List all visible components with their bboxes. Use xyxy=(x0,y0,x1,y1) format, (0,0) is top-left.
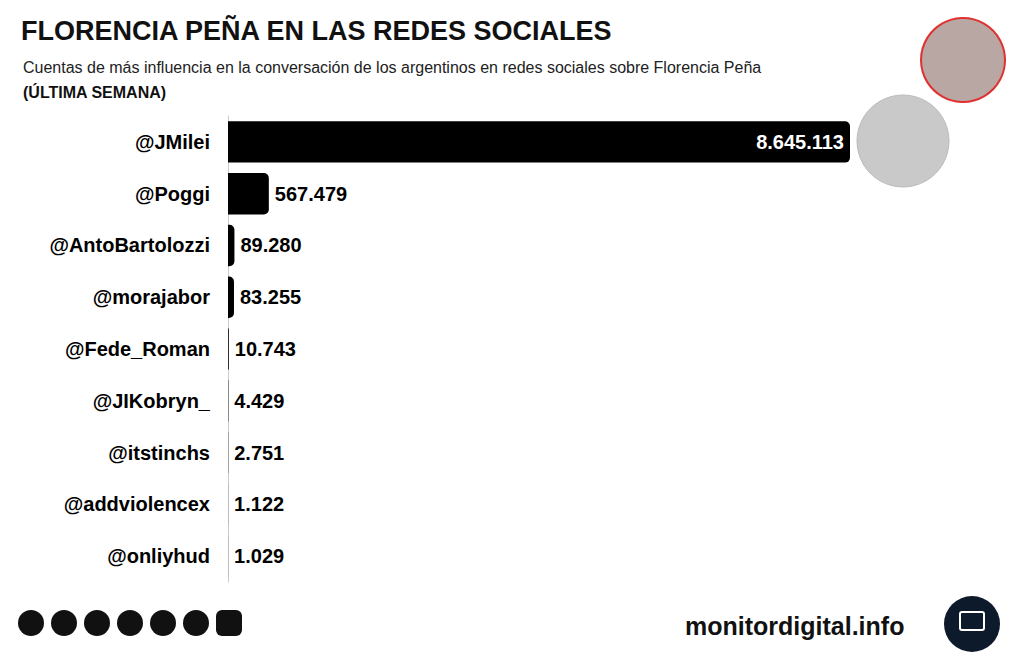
svg-text:@AntoBartolozzi: @AntoBartolozzi xyxy=(49,234,210,256)
svg-text:83.255: 83.255 xyxy=(240,286,301,308)
svg-text:@JIKobryn_: @JIKobryn_ xyxy=(93,390,211,412)
svg-text:@addviolencex: @addviolencex xyxy=(64,493,210,515)
svg-text:@Poggi: @Poggi xyxy=(135,183,210,205)
svg-text:1.029: 1.029 xyxy=(234,545,284,567)
svg-text:567.479: 567.479 xyxy=(275,183,347,205)
svg-text:@morajabor: @morajabor xyxy=(93,286,211,308)
svg-text:@onliyhud: @onliyhud xyxy=(107,545,210,567)
svg-text:@JMilei: @JMilei xyxy=(135,131,210,153)
svg-text:1.122: 1.122 xyxy=(234,493,284,515)
svg-text:2.751: 2.751 xyxy=(234,442,284,464)
svg-text:monitordigital.info: monitordigital.info xyxy=(685,612,904,640)
svg-text:89.280: 89.280 xyxy=(240,234,301,256)
svg-text:@Fede_Roman: @Fede_Roman xyxy=(65,338,210,360)
svg-text:10.743: 10.743 xyxy=(235,338,296,360)
svg-text:4.429: 4.429 xyxy=(234,390,284,412)
svg-text:Cuentas de más influencia en l: Cuentas de más influencia en la conversa… xyxy=(23,59,761,76)
svg-text:8.645.113: 8.645.113 xyxy=(756,131,844,153)
svg-text:@itstinchs: @itstinchs xyxy=(108,442,210,464)
svg-text:FLORENCIA PEÑA EN LAS REDES SO: FLORENCIA PEÑA EN LAS REDES SOCIALES xyxy=(21,15,612,46)
svg-text:(ÚLTIMA SEMANA): (ÚLTIMA SEMANA) xyxy=(23,83,166,101)
